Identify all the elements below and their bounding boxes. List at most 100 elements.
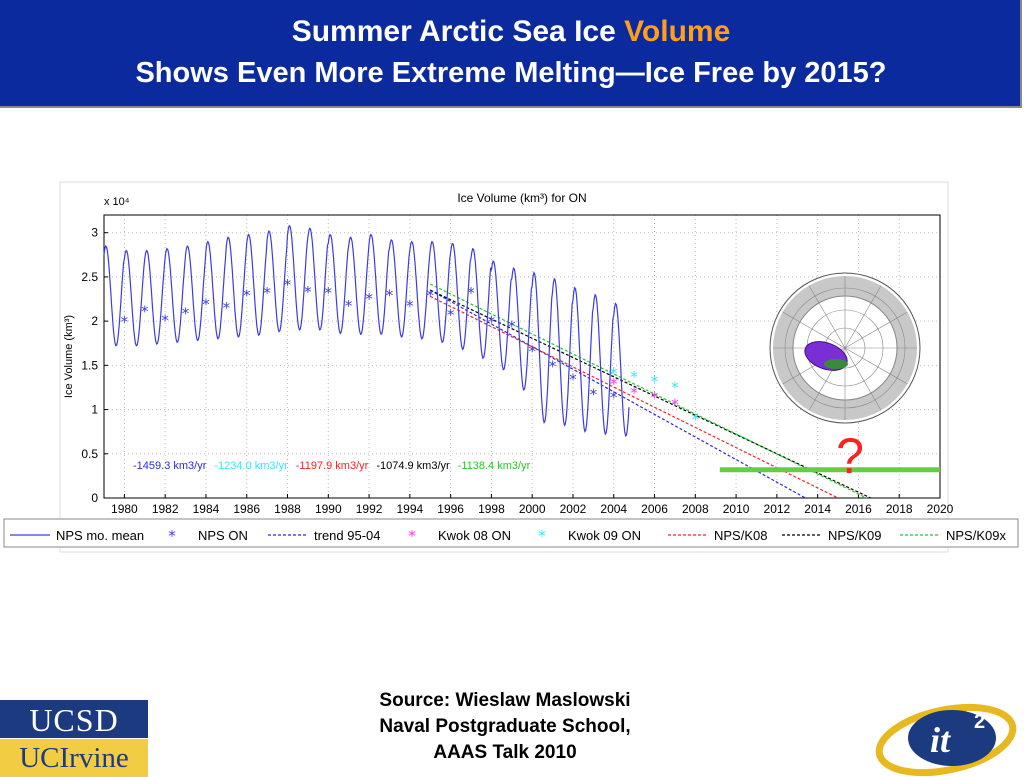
nps-on-point: * bbox=[263, 284, 271, 302]
ucsd-logo: UCSD bbox=[0, 700, 148, 738]
nps-on-point: * bbox=[590, 386, 598, 404]
nps-on-point: * bbox=[121, 313, 129, 331]
source-line: Naval Postgraduate School, bbox=[379, 716, 631, 737]
kwok08-point: * bbox=[651, 388, 659, 406]
kwok09-point: * bbox=[630, 368, 638, 386]
nps-on-point: * bbox=[610, 388, 618, 406]
x-tick-label: 1996 bbox=[437, 502, 464, 516]
nps-on-point: * bbox=[426, 287, 434, 305]
x-tick-label: 2004 bbox=[600, 502, 627, 516]
y-tick-label: 2 bbox=[91, 314, 98, 328]
legend-box bbox=[3, 518, 1019, 548]
y-tick-label: 3 bbox=[91, 226, 98, 240]
x-tick-label: 1986 bbox=[233, 502, 260, 516]
ice-volume-chart: Ice Volume (km³) for ON Ice Volume (km³)… bbox=[0, 180, 1024, 555]
question-mark: ? bbox=[836, 428, 864, 484]
nps-on-point: * bbox=[325, 284, 333, 302]
nps-on-point: * bbox=[243, 287, 251, 305]
x-tick-label: 2012 bbox=[764, 502, 791, 516]
chart-legend: NPS mo. mean * NPS ON trend 95-04 * Kwok 08 O… bbox=[3, 518, 1019, 548]
x-tick-label: 1980 bbox=[111, 502, 138, 516]
x-tick-label: 2020 bbox=[927, 502, 954, 516]
nps-on-point: * bbox=[528, 342, 536, 360]
nps-on-point: * bbox=[161, 311, 169, 329]
rate-label: -1459.3 km3/yr bbox=[133, 460, 207, 472]
legend-label: NPS/K09x bbox=[946, 528, 1006, 543]
nps-on-point: * bbox=[508, 318, 516, 336]
it2-logo-text: it bbox=[930, 720, 951, 760]
legend-swatch-star: * bbox=[168, 527, 176, 545]
x-tick-label: 1982 bbox=[152, 502, 179, 516]
slide-title: Summer Arctic Sea Ice Volume bbox=[0, 15, 1022, 49]
nps-on-point: * bbox=[141, 303, 149, 321]
legend-swatch-star: * bbox=[408, 527, 416, 545]
trend-line bbox=[429, 283, 867, 499]
plot-frame bbox=[103, 214, 941, 499]
y-tick-label: 1 bbox=[91, 403, 98, 417]
kwok09-point: * bbox=[692, 410, 700, 428]
x-tick-label: 2014 bbox=[804, 502, 831, 516]
nps-on-point: * bbox=[182, 304, 190, 322]
y-tick-label: 2.5 bbox=[81, 270, 98, 284]
rate-label: -1138.4 km3/yr bbox=[458, 460, 531, 472]
legend-label: NPS mo. mean bbox=[56, 528, 144, 543]
nps-on-point: * bbox=[304, 283, 312, 301]
chart-title: Ice Volume (km³) for ON bbox=[457, 191, 586, 205]
monthly-mean-line bbox=[103, 224, 630, 438]
y-tick-label: 0.5 bbox=[81, 447, 98, 461]
ice-volume-shadow bbox=[824, 359, 848, 369]
y-tick-label: 1.5 bbox=[81, 358, 98, 372]
x-tick-label: 1998 bbox=[478, 502, 505, 516]
it2-logo: it 2 bbox=[875, 703, 1017, 777]
kwok09-point: * bbox=[671, 379, 679, 397]
trend-line bbox=[429, 289, 871, 499]
nps-on-point: * bbox=[467, 284, 475, 302]
legend-label: NPS/K08 bbox=[714, 528, 767, 543]
x-tick-label: 2018 bbox=[886, 502, 913, 516]
marker-layer: * * * * * * * * * * * * * * * * * * * * * * * * * * * * * * * * * * bbox=[121, 276, 700, 428]
legend-label: Kwok 09 ON bbox=[568, 528, 641, 543]
nps-on-point: * bbox=[202, 295, 210, 313]
x-tick-label: 2002 bbox=[560, 502, 587, 516]
x-tick-label: 1988 bbox=[274, 502, 301, 516]
source-credit: Source: Wieslaw Maslowski Naval Postgrad… bbox=[300, 688, 710, 766]
legend-label: trend 95-04 bbox=[314, 528, 381, 543]
source-line: AAAS Talk 2010 bbox=[433, 742, 577, 763]
kwok09-point: * bbox=[651, 372, 659, 390]
nps-on-point: * bbox=[386, 287, 394, 305]
legend-label: Kwok 08 ON bbox=[438, 528, 511, 543]
x-tick-label: 2006 bbox=[641, 502, 668, 516]
inset-parallel bbox=[784, 287, 906, 409]
ucirvine-logo: UCIrvine bbox=[0, 739, 148, 777]
nps-on-point: * bbox=[345, 297, 353, 315]
nps-on-point: * bbox=[284, 276, 292, 294]
x-tick-label: 1990 bbox=[315, 502, 342, 516]
nps-on-point: * bbox=[447, 306, 455, 324]
trend-line bbox=[429, 289, 806, 499]
legend-label: NPS/K09 bbox=[828, 528, 881, 543]
title-accent: Volume bbox=[624, 15, 731, 48]
title-prefix: Summer Arctic Sea Ice bbox=[291, 15, 616, 48]
rate-label: -1234.0 km3/yr bbox=[214, 460, 288, 472]
nps-on-point: * bbox=[488, 313, 496, 331]
rate-label: -1074.9 km3/yr bbox=[376, 460, 450, 472]
x-tick-label: 1992 bbox=[356, 502, 383, 516]
nps-on-point: * bbox=[223, 299, 231, 317]
legend-label: NPS ON bbox=[198, 528, 248, 543]
nps-on-point: * bbox=[569, 371, 577, 389]
nps-on-point: * bbox=[549, 357, 557, 375]
kwok08-point: * bbox=[630, 384, 638, 402]
x-tick-label: 2010 bbox=[723, 502, 750, 516]
source-line: Source: Wieslaw Maslowski bbox=[379, 690, 631, 711]
rate-labels: -1459.3 km3/yr -1234.0 km3/yr -1197.9 km3/… bbox=[133, 460, 531, 472]
nps-on-point: * bbox=[406, 297, 414, 315]
x-tick-label: 1984 bbox=[193, 502, 220, 516]
rate-label: -1197.9 km3/yr bbox=[296, 460, 369, 472]
legend-swatch-star: * bbox=[538, 527, 546, 545]
y-axis-label: Ice Volume (km³) bbox=[63, 315, 75, 398]
slide-subtitle: Shows Even More Extreme Melting—Ice Free… bbox=[135, 57, 887, 89]
kwok08-point: * bbox=[671, 395, 679, 413]
x-tick-label: 2008 bbox=[682, 502, 709, 516]
arctic-map-inset bbox=[769, 272, 921, 424]
title-banner: Summer Arctic Sea Ice Volume Shows Even … bbox=[0, 0, 1022, 108]
